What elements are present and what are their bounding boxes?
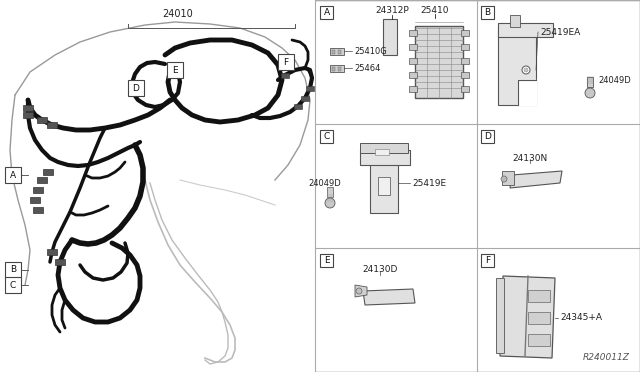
Bar — [481, 254, 494, 267]
Text: E: E — [172, 65, 178, 74]
Text: 24130D: 24130D — [362, 266, 397, 275]
Text: 25410G: 25410G — [354, 46, 387, 55]
Bar — [461, 30, 469, 36]
Bar — [37, 177, 47, 183]
Text: E: E — [324, 256, 330, 265]
Bar — [330, 65, 344, 72]
Bar — [167, 62, 183, 78]
Bar — [0, 0, 315, 372]
Bar — [128, 80, 144, 96]
Bar — [378, 177, 390, 195]
Bar — [30, 197, 40, 203]
Bar — [320, 130, 333, 143]
Bar — [306, 86, 314, 91]
Bar — [528, 312, 550, 324]
Bar — [498, 23, 553, 37]
Bar — [461, 72, 469, 78]
Bar — [330, 48, 344, 55]
Bar — [23, 105, 33, 111]
Bar — [37, 117, 47, 123]
Bar — [502, 171, 514, 185]
Text: 24345+A: 24345+A — [560, 314, 602, 323]
Bar — [33, 187, 43, 193]
Bar — [55, 259, 65, 265]
Text: A: A — [10, 170, 16, 180]
Bar — [528, 334, 550, 346]
Bar — [370, 157, 398, 213]
Text: B: B — [484, 8, 491, 17]
Bar — [320, 6, 333, 19]
Bar — [301, 96, 309, 101]
Bar — [481, 6, 494, 19]
Text: C: C — [323, 132, 330, 141]
Bar — [47, 249, 57, 255]
Bar — [278, 54, 294, 70]
Text: 24130N: 24130N — [513, 154, 548, 163]
Circle shape — [501, 176, 507, 182]
Bar — [43, 169, 53, 175]
Bar — [33, 207, 43, 213]
Bar — [5, 262, 21, 278]
Text: 25464: 25464 — [354, 64, 380, 73]
Text: 25410: 25410 — [420, 6, 449, 15]
Text: 24049D: 24049D — [308, 179, 341, 187]
Text: F: F — [485, 256, 490, 265]
Bar — [338, 67, 341, 71]
Bar — [409, 86, 417, 92]
Polygon shape — [363, 289, 415, 305]
Text: B: B — [10, 266, 16, 275]
Bar — [360, 143, 408, 153]
Bar — [332, 50, 335, 54]
Bar — [409, 72, 417, 78]
Bar — [461, 58, 469, 64]
Bar — [375, 149, 389, 155]
Text: 24010: 24010 — [163, 9, 193, 19]
Bar — [47, 122, 57, 128]
Bar — [360, 150, 410, 165]
Circle shape — [325, 198, 335, 208]
Bar — [383, 19, 397, 55]
Bar — [409, 30, 417, 36]
Bar — [409, 58, 417, 64]
Bar — [327, 187, 333, 197]
Bar — [528, 290, 550, 302]
Circle shape — [522, 66, 530, 74]
Bar — [294, 104, 302, 109]
Text: C: C — [10, 280, 16, 289]
Polygon shape — [500, 276, 555, 358]
Bar — [415, 26, 463, 98]
Polygon shape — [355, 285, 367, 297]
Bar — [320, 254, 333, 267]
Bar — [481, 130, 494, 143]
Text: 24312P: 24312P — [375, 6, 409, 15]
Text: R240011Z: R240011Z — [583, 353, 630, 362]
Circle shape — [524, 68, 528, 72]
Bar — [510, 15, 520, 27]
Text: D: D — [132, 83, 140, 93]
Circle shape — [585, 88, 595, 98]
Polygon shape — [510, 171, 562, 188]
Circle shape — [356, 288, 362, 294]
Bar — [5, 167, 21, 183]
Bar — [461, 86, 469, 92]
Polygon shape — [518, 80, 536, 105]
Text: A: A — [323, 8, 330, 17]
Bar — [587, 77, 593, 87]
Text: 25419EA: 25419EA — [540, 28, 580, 36]
Bar — [409, 44, 417, 50]
Text: 25419E: 25419E — [412, 179, 446, 187]
Text: F: F — [284, 58, 289, 67]
Bar — [338, 50, 341, 54]
Bar — [5, 277, 21, 293]
Bar — [496, 278, 504, 353]
Bar — [461, 44, 469, 50]
Bar — [281, 73, 289, 78]
Text: D: D — [484, 132, 491, 141]
Bar — [498, 27, 536, 105]
Text: 24049D: 24049D — [598, 76, 631, 84]
Bar — [23, 112, 33, 118]
Bar — [332, 67, 335, 71]
